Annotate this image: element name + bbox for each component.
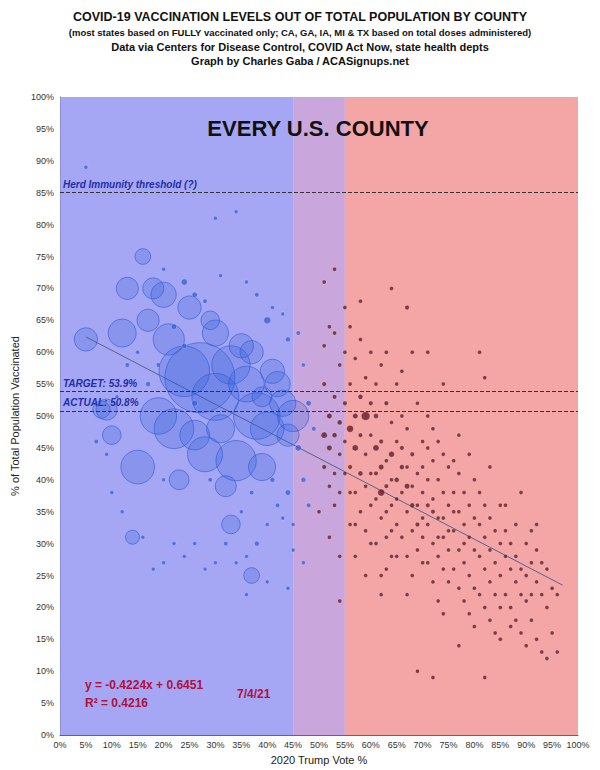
svg-text:R² = 0.4216: R² = 0.4216: [85, 696, 148, 710]
svg-text:25%: 25%: [180, 740, 198, 750]
svg-text:25%: 25%: [36, 571, 54, 581]
svg-text:75%: 75%: [36, 252, 54, 262]
svg-text:0%: 0%: [53, 740, 66, 750]
svg-text:15%: 15%: [36, 634, 54, 644]
svg-text:TARGET: 53.9%: TARGET: 53.9%: [63, 378, 137, 389]
svg-text:40%: 40%: [36, 475, 54, 485]
svg-text:45%: 45%: [36, 443, 54, 453]
svg-text:55%: 55%: [336, 740, 354, 750]
svg-text:7/4/21: 7/4/21: [237, 687, 271, 701]
svg-text:60%: 60%: [36, 347, 54, 357]
svg-text:Graph by Charles Gaba / ACASig: Graph by Charles Gaba / ACASignups.net: [191, 55, 409, 67]
svg-text:100%: 100%: [566, 740, 589, 750]
svg-text:30%: 30%: [206, 740, 224, 750]
svg-text:15%: 15%: [129, 740, 147, 750]
svg-text:85%: 85%: [36, 188, 54, 198]
svg-text:35%: 35%: [232, 740, 250, 750]
svg-text:80%: 80%: [36, 220, 54, 230]
svg-text:60%: 60%: [362, 740, 380, 750]
svg-text:0%: 0%: [41, 730, 54, 740]
svg-text:Herd Immunity threshold (?): Herd Immunity threshold (?): [63, 179, 198, 190]
svg-text:COVID-19 VACCINATION LEVELS OU: COVID-19 VACCINATION LEVELS OUT OF TOTAL…: [73, 10, 528, 24]
svg-text:65%: 65%: [388, 740, 406, 750]
svg-text:40%: 40%: [258, 740, 276, 750]
svg-text:20%: 20%: [155, 740, 173, 750]
svg-text:EVERY U.S. COUNTY: EVERY U.S. COUNTY: [207, 116, 429, 141]
svg-text:55%: 55%: [36, 379, 54, 389]
svg-text:100%: 100%: [31, 92, 54, 102]
svg-text:50%: 50%: [36, 411, 54, 421]
svg-text:90%: 90%: [517, 740, 535, 750]
svg-text:5%: 5%: [79, 740, 92, 750]
svg-text:75%: 75%: [439, 740, 457, 750]
svg-text:45%: 45%: [284, 740, 302, 750]
svg-text:95%: 95%: [36, 124, 54, 134]
svg-text:95%: 95%: [543, 740, 561, 750]
svg-text:5%: 5%: [41, 698, 54, 708]
svg-text:50%: 50%: [310, 740, 328, 750]
svg-text:% of Total Population Vaccinat: % of Total Population Vaccinated: [9, 336, 21, 496]
svg-text:2020 Trump Vote %: 2020 Trump Vote %: [271, 754, 368, 766]
svg-text:10%: 10%: [36, 666, 54, 676]
svg-text:Data via Centers for Disease C: Data via Centers for Disease Control, CO…: [111, 41, 489, 53]
svg-text:(most states based on FULLY va: (most states based on FULLY vaccinated o…: [69, 27, 531, 38]
svg-text:90%: 90%: [36, 156, 54, 166]
svg-text:20%: 20%: [36, 602, 54, 612]
svg-text:80%: 80%: [465, 740, 483, 750]
svg-text:y = -0.4224x + 0.6451: y = -0.4224x + 0.6451: [85, 678, 203, 692]
svg-text:10%: 10%: [103, 740, 121, 750]
svg-text:35%: 35%: [36, 507, 54, 517]
svg-text:70%: 70%: [414, 740, 432, 750]
svg-text:65%: 65%: [36, 315, 54, 325]
svg-text:70%: 70%: [36, 283, 54, 293]
svg-text:ACTUAL: 50.8%: ACTUAL: 50.8%: [62, 397, 139, 408]
svg-text:85%: 85%: [491, 740, 509, 750]
svg-text:30%: 30%: [36, 539, 54, 549]
